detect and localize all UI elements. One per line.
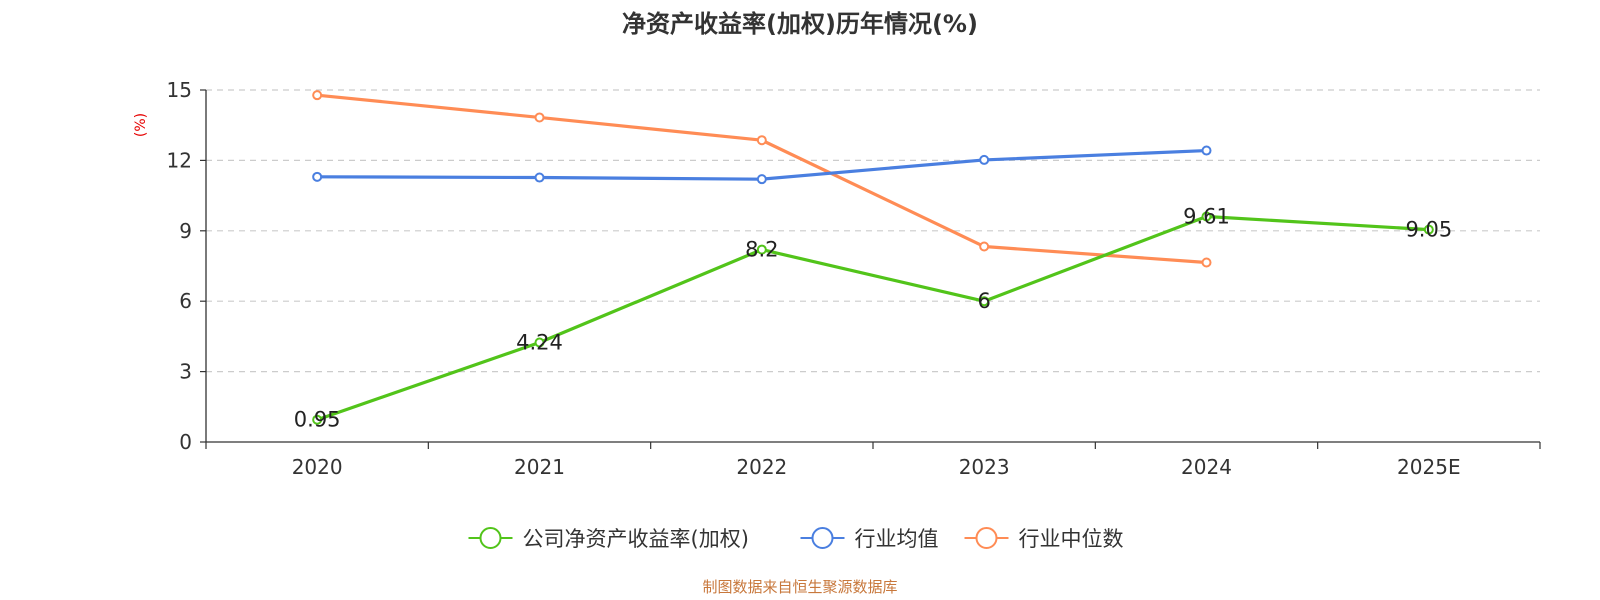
y-tick-label: 12 [167,148,192,172]
y-tick-label: 6 [179,289,192,313]
data-point-s2-2024 [1201,257,1212,268]
legend[interactable]: 公司净资产收益率(加权) 行业均值 行业中位数 [468,527,1124,551]
legend-item-2[interactable]: 行业中位数 [964,527,1124,551]
data-point-s1-2021 [534,172,545,183]
data-labels: 0.95 4.24 8.2 6 9.61 9.05 [294,204,1452,431]
legend-item-1[interactable]: 行业均值 [800,527,939,551]
data-point-s2-2021 [534,112,545,123]
legend-marker-icon [479,527,502,549]
data-point-s1-2020 [312,171,323,182]
data-label-2021: 4.24 [516,331,563,355]
source-note: 制图数据来自恒生聚源数据库 [702,578,897,596]
data-label-2022: 8.2 [745,238,778,262]
legend-label: 公司净资产收益率(加权) [523,527,749,551]
axes: 0 3 6 9 12 15 2020 2021 2022 2023 2024 2025E [167,78,1541,479]
data-point-s0-2023 [979,296,990,307]
data-point-s0-2024 [1201,211,1212,222]
y-axis-unit-label: (%) [133,113,149,137]
legend-label: 行业中位数 [1019,527,1124,551]
data-label-2023: 6 [977,289,990,313]
x-tick-label-2024: 2024 [1181,455,1232,479]
y-tick-label: 3 [179,360,192,384]
x-tick-label-2023: 2023 [959,455,1010,479]
data-label-2025E: 9.05 [1405,218,1452,242]
data-label-2024: 9.61 [1183,204,1230,228]
data-point-s1-2022 [756,174,767,185]
series-layer [312,90,1434,425]
data-point-s0-2025E [1423,224,1434,235]
legend-marker-icon [811,527,834,549]
chart-title: 净资产收益率(加权)历年情况(%) [622,10,978,38]
legend-item-0[interactable]: 公司净资产收益率(加权) [468,527,749,551]
y-tick-label: 15 [167,78,192,102]
data-point-s2-2023 [979,241,990,252]
x-tick-label-2025E: 2025E [1397,455,1461,479]
data-point-s2-2020 [312,90,323,101]
data-point-s0-2022 [756,244,767,255]
data-point-s1-2024 [1201,145,1212,156]
data-point-s2-2022 [756,135,767,146]
legend-label: 行业均值 [855,527,939,551]
data-point-s0-2021 [534,337,545,348]
grid-lines [206,89,1540,373]
data-point-s1-2023 [979,154,990,165]
legend-marker-icon [975,527,998,549]
series-line-0 [316,214,1429,422]
data-point-s0-2020 [312,414,323,425]
data-label-2020: 0.95 [294,408,341,432]
x-tick-label-2021: 2021 [514,455,565,479]
y-tick-label: 0 [179,430,192,454]
x-tick-label-2022: 2022 [736,455,787,479]
y-tick-label: 9 [179,219,192,243]
x-tick-label-2020: 2020 [292,455,343,479]
